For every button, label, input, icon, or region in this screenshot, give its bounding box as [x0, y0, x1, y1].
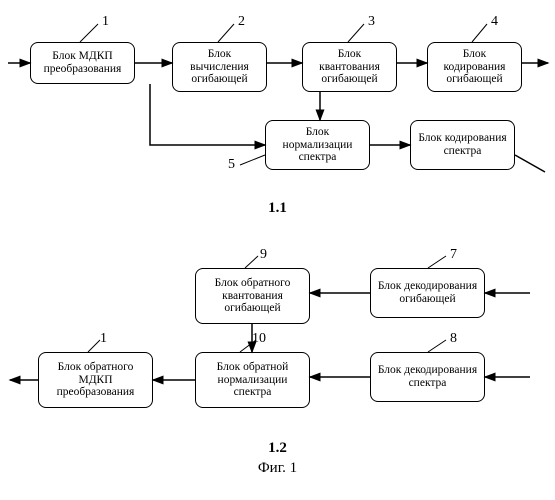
block-inverse-spectrum-norm: Блок обратной нормализации спектра [195, 352, 310, 408]
sub-caption-1: 1.1 [0, 200, 555, 217]
node-text: Блок МДКП преобразования [35, 50, 130, 75]
ref-label-3: 3 [368, 15, 375, 29]
node-text: Блок декодирования спектра [375, 364, 480, 389]
ref-label-8: 8 [450, 332, 457, 346]
block-spectrum-code: Блок кодирования спектра [410, 120, 515, 170]
node-text: Блок обратного квантования огибающей [200, 277, 305, 315]
node-text: Блок вычисления огибающей [177, 48, 262, 86]
block-envelope-code: Блок кодирования огибающей [427, 42, 522, 92]
node-text: Блок декодирования огибающей [375, 280, 480, 305]
node-text: Блок обратной нормализации спектра [200, 361, 305, 399]
block-inverse-mdct: Блок обратного МДКП преобразования [38, 352, 153, 408]
ref-label-1: 1 [102, 15, 109, 29]
node-text: Блок кодирования огибающей [432, 48, 517, 86]
ref-label-5: 5 [228, 158, 235, 172]
block-inverse-env-quant: Блок обратного квантования огибающей [195, 268, 310, 324]
figure-canvas: Блок МДКП преобразования Блок вычисления… [0, 0, 555, 500]
ref-label-4: 4 [491, 15, 498, 29]
sub-caption-2: 1.2 [0, 440, 555, 457]
node-text: Блок нормализации спектра [270, 126, 365, 164]
block-envelope-quant: Блок квантования огибающей [302, 42, 397, 92]
ref-label-10: 10 [252, 332, 266, 346]
ref-label-7: 7 [450, 248, 457, 262]
block-spectrum-decode: Блок декодирования спектра [370, 352, 485, 402]
node-text: Блок обратного МДКП преобразования [43, 361, 148, 399]
node-text: Блок квантования огибающей [307, 48, 392, 86]
block-envelope-decode: Блок декодирования огибающей [370, 268, 485, 318]
ref-label-2: 2 [238, 15, 245, 29]
block-mdct-transform: Блок МДКП преобразования [30, 42, 135, 84]
block-spectrum-norm: Блок нормализации спектра [265, 120, 370, 170]
node-text: Блок кодирования спектра [415, 132, 510, 157]
ref-label-9: 9 [260, 248, 267, 262]
block-envelope-calc: Блок вычисления огибающей [172, 42, 267, 92]
ref-label-11: 1 [100, 332, 107, 346]
figure-caption: Фиг. 1 [0, 460, 555, 477]
